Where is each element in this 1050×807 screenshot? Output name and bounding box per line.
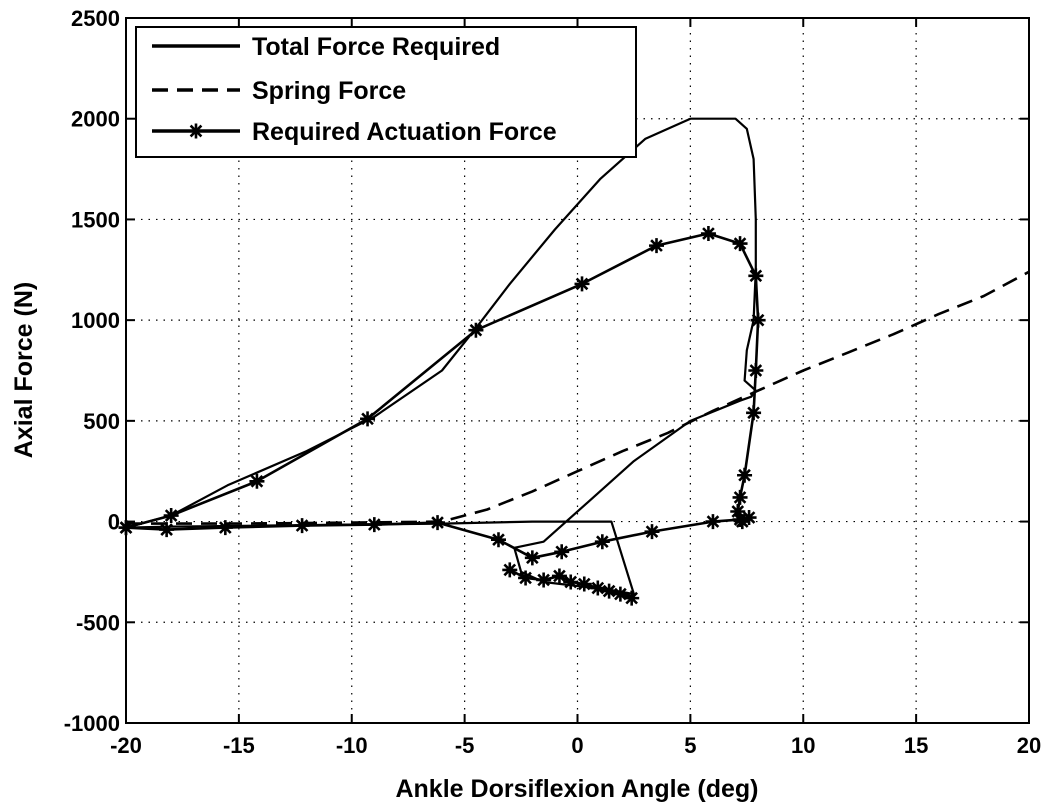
tick-labels: -20 -15 -10 -5 0 5 10 15 20 -1000 -500 0 500 1000 1500… [64,6,1042,758]
legend-label-total-force: Total Force Required [252,33,500,61]
series-point-2 [360,411,376,427]
series-point-3 [612,586,628,602]
legend-marker-actuation-force [188,123,204,139]
series-point-3 [518,570,534,586]
series-point-3 [536,572,552,588]
series-point-2 [294,518,310,534]
series-point-2 [748,363,764,378]
x-tick-label: -15 [223,733,255,758]
series-point-3 [590,580,606,596]
series-point-2 [649,238,665,254]
series-point-2 [366,517,382,533]
y-tick-label: 2000 [71,107,120,132]
x-tick-label: -20 [110,733,142,758]
y-axis-title: Axial Force (N) [10,282,38,458]
y-tick-label: 1000 [71,308,120,333]
series-point-2 [159,522,175,538]
series-point-2 [746,405,762,421]
series-point-2 [732,489,748,505]
series-point-2 [741,510,757,526]
x-tick-label: 20 [1017,733,1041,758]
y-tick-label: -1000 [64,711,120,736]
series-point-3 [551,568,567,584]
legend-label-spring-force: Spring Force [252,77,406,105]
x-tick-label: 15 [904,733,928,758]
x-tick-label: -5 [455,733,475,758]
series-point-2 [490,532,506,548]
y-tick-label: 2500 [71,6,120,31]
series-point-3 [601,583,617,599]
series-point-2 [468,322,484,338]
x-tick-label: 0 [571,733,583,758]
series-point-3 [624,590,640,606]
series-point-2 [644,524,660,540]
series-point-2 [750,312,766,328]
legend: Total Force Required Spring Force Requir… [135,26,637,158]
series-point-2 [574,276,590,292]
series-point-2 [700,226,716,242]
series-point-3 [576,576,592,592]
axis-ticks [125,17,1030,724]
series-point-3 [563,574,579,590]
series-point-2 [737,467,753,483]
series-point-2 [732,236,748,252]
series-point-2 [730,504,746,519]
x-tick-label: -10 [336,733,368,758]
legend-label-actuation-force: Required Actuation Force [252,118,557,146]
y-tick-label: -500 [76,610,120,635]
series-point-2 [430,515,446,531]
series-point-2 [732,512,748,528]
legend-box [135,26,637,158]
legend-star [188,123,204,139]
series-point-2 [705,514,721,530]
x-axis-title: Ankle Dorsiflexion Angle (deg) [395,775,758,803]
series-point-2 [249,473,265,489]
series-line-0 [125,117,757,596]
series-point-3 [502,562,518,578]
series-point-2 [748,268,764,284]
y-tick-label: 0 [108,510,120,535]
series-line-1 [126,270,1030,525]
x-tick-label: 5 [684,733,696,758]
series-point-2 [594,534,610,550]
series-point-2 [554,544,570,560]
series-point-2 [217,520,233,536]
x-tick-label: 10 [791,733,815,758]
series-point-2 [163,508,179,524]
y-tick-label: 1500 [71,207,120,232]
y-tick-label: 500 [83,409,120,434]
series-point-2 [524,550,540,566]
